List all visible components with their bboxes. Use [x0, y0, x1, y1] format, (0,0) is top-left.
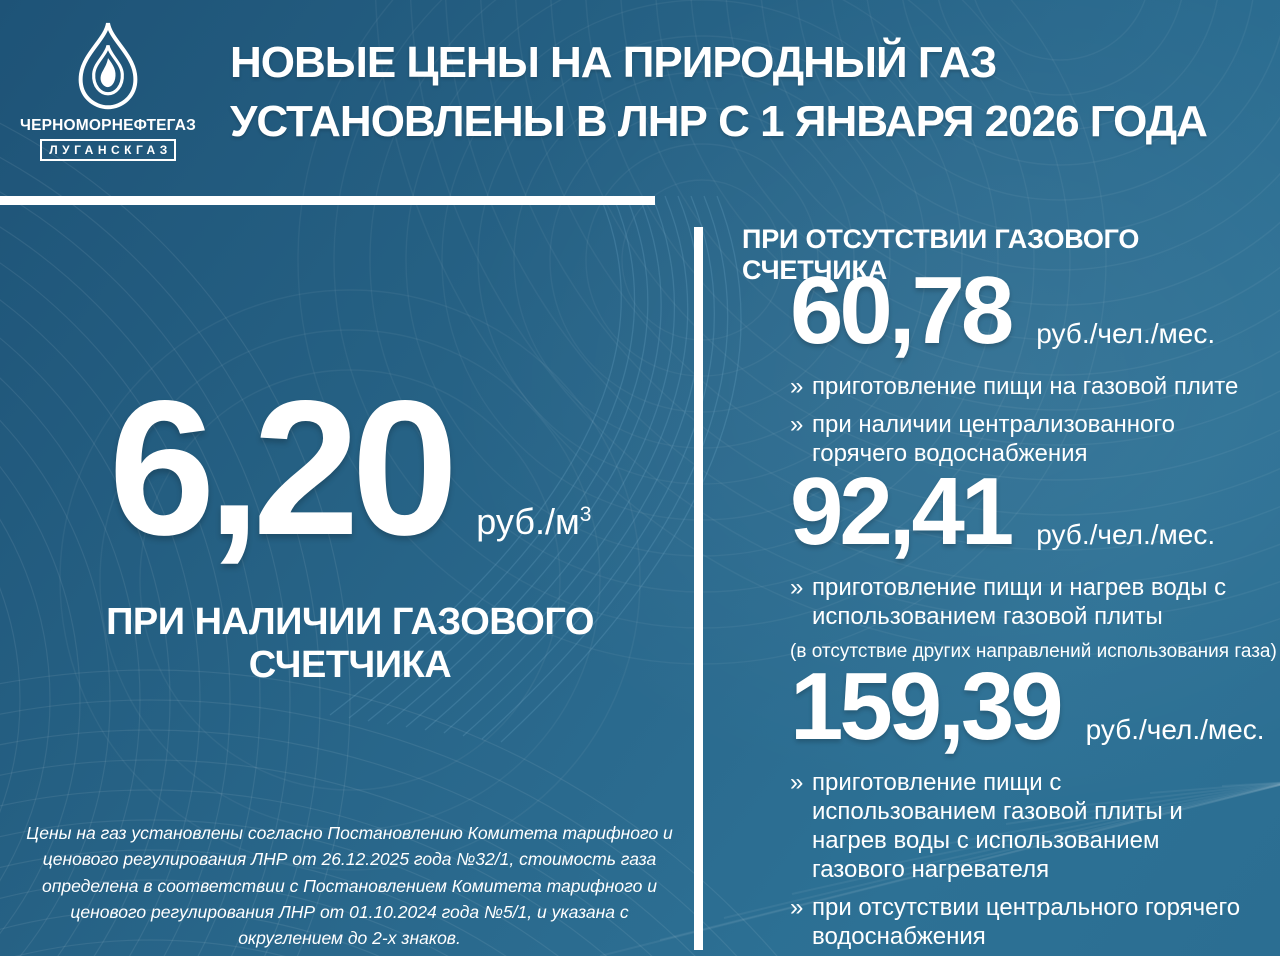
chevron-bullet-icon: »	[790, 769, 804, 796]
tariff-bullet-list: » приготовление пищи и нагрев воды с испо…	[790, 573, 1277, 664]
tariff-price-value: 159,39	[790, 653, 1064, 760]
company-logo: ЧЕРНОМОРНЕФТЕГАЗ ЛУГАНСКГАЗ	[20, 20, 196, 161]
tariff-bullet-text: приготовление пищи и нагрев воды с испол…	[812, 574, 1227, 631]
tariff-note: (в отсутствие других направлений использ…	[790, 641, 1277, 663]
tariff-bullet: » приготовление пищи на газовой плите	[790, 372, 1245, 401]
tariff-block: 60,78 руб./чел./мес. » приготовление пищи…	[790, 263, 1265, 477]
tariff-price-row: 92,41 руб./чел./мес.	[790, 464, 1265, 560]
tariff-bullet: » приготовление пищи с использованием газ…	[790, 768, 1245, 884]
chevron-bullet-icon: »	[790, 574, 804, 601]
tariff-bullet: » при отсутствии центрального горячего во…	[790, 893, 1245, 951]
tariff-bullet: » приготовление пищи и нагрев воды с испо…	[790, 573, 1245, 631]
page-title: НОВЫЕ ЦЕНЫ НА ПРИРОДНЫЙ ГАЗ УСТАНОВЛЕНЫ …	[230, 33, 1208, 151]
tariff-price-unit: руб./чел./мес.	[1036, 318, 1216, 349]
metered-caption: ПРИ НАЛИЧИИ ГАЗОВОГО СЧЕТЧИКА	[106, 601, 594, 686]
tariff-bullet-text: при наличии централизованного горячего в…	[812, 411, 1175, 468]
flame-drop-icon	[78, 22, 138, 110]
tariff-price-row: 60,78 руб./чел./мес.	[790, 263, 1265, 359]
tariff-price-unit: руб./чел./мес.	[1036, 519, 1216, 550]
metered-price-row: 6,20 руб./м3	[30, 372, 670, 564]
chevron-bullet-icon: »	[790, 373, 804, 400]
tariff-bullet-text: приготовление пищи на газовой плите	[812, 373, 1239, 400]
tariff-bullet-list: » приготовление пищи на газовой плите » при…	[790, 372, 1245, 468]
horizontal-divider	[0, 196, 655, 205]
metered-price-unit: руб./м3	[476, 501, 591, 543]
tariff-price-value: 60,78	[790, 257, 1014, 364]
legal-footnote: Цены на газ установлены согласно Постано…	[26, 823, 673, 948]
tariff-price-row: 159,39 руб./чел./мес.	[790, 659, 1265, 755]
tariff-price-unit: руб./чел./мес.	[1085, 714, 1265, 745]
unmetered-section-title: ПРИ ОТСУТСТВИИ ГАЗОВОГО СЧЕТЧИКА	[742, 224, 1140, 285]
chevron-bullet-icon: »	[790, 411, 804, 439]
logo-company-name: ЧЕРНОМОРНЕФТЕГАЗ	[19, 117, 197, 134]
tariff-price-value: 92,41	[790, 458, 1014, 565]
chevron-bullet-icon: »	[790, 894, 804, 922]
metered-price-value: 6,20	[108, 360, 459, 575]
tariff-block: 159,39 руб./чел./мес. » приготовление пищ…	[790, 659, 1265, 956]
page-title-line1: НОВЫЕ ЦЕНЫ НА ПРИРОДНЫЙ ГАЗ	[230, 38, 997, 87]
tariff-block: 92,41 руб./чел./мес. » приготовление пищи…	[790, 464, 1277, 664]
tariff-bullet-list: » приготовление пищи с использованием газ…	[790, 768, 1245, 956]
metered-unit-text: руб./м	[476, 501, 580, 542]
tariff-bullet-text: приготовление пищи с использованием газо…	[812, 769, 1183, 884]
metered-unit-superscript: 3	[579, 503, 592, 526]
tariff-bullet: » при наличии централизованного горячего …	[790, 410, 1245, 468]
logo-subsidiary-name: ЛУГАНСКГАЗ	[40, 139, 176, 161]
page-title-line2: УСТАНОВЛЕНЫ В ЛНР С 1 ЯНВАРЯ 2026 ГОДА	[230, 97, 1208, 146]
tariff-bullet-text: при отсутствии центрального горячего вод…	[812, 894, 1241, 951]
vertical-divider	[694, 227, 703, 950]
